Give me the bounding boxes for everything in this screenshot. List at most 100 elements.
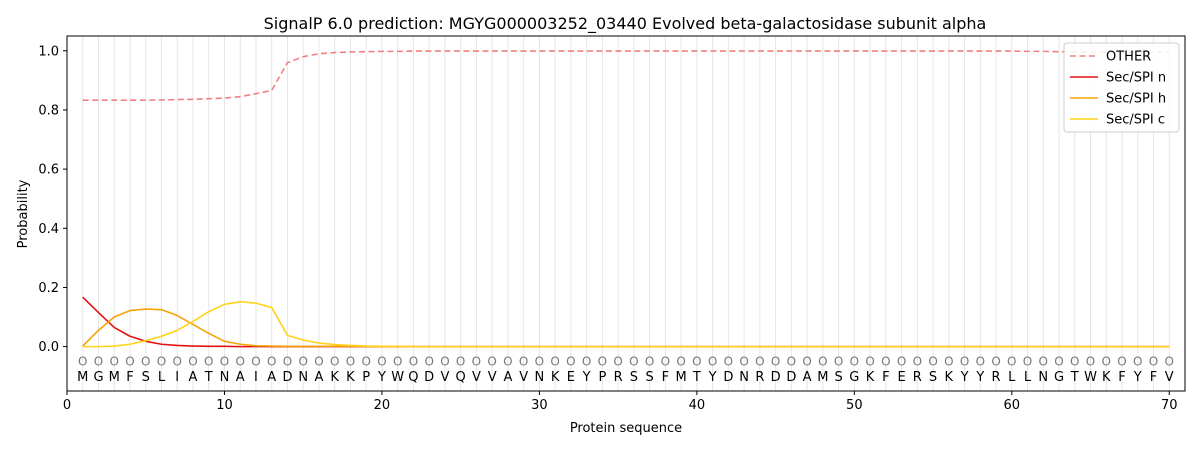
residue-label: N bbox=[1038, 370, 1048, 385]
residue-label: Y bbox=[377, 370, 386, 385]
residue-label: D bbox=[786, 370, 796, 385]
residue-label: A bbox=[503, 370, 512, 385]
residue-label: V bbox=[1165, 370, 1174, 385]
residue-label: R bbox=[913, 370, 922, 385]
predicted-label: O bbox=[519, 354, 528, 368]
predicted-label: O bbox=[361, 354, 370, 368]
y-tick-label: 0.2 bbox=[38, 281, 59, 296]
predicted-label: O bbox=[676, 354, 685, 368]
residue-label: Y bbox=[1133, 370, 1142, 385]
residue-label: V bbox=[519, 370, 528, 385]
y-axis-ticks: 0.0 0.2 0.4 0.6 0.8 1.0 bbox=[38, 44, 67, 355]
predicted-label: O bbox=[865, 354, 874, 368]
predicted-label: O bbox=[802, 354, 811, 368]
predicted-label: O bbox=[1117, 354, 1126, 368]
residue-label: K bbox=[346, 370, 355, 385]
residue-label: M bbox=[676, 370, 687, 385]
residue-label: V bbox=[488, 370, 497, 385]
series-line-other bbox=[82, 50, 1170, 101]
residue-label: T bbox=[204, 370, 213, 385]
predicted-label: O bbox=[78, 354, 87, 368]
residue-label: P bbox=[362, 370, 370, 385]
residue-label: L bbox=[1008, 370, 1016, 385]
residue-label: A bbox=[267, 370, 276, 385]
residue-label: N bbox=[535, 370, 545, 385]
residue-label: T bbox=[692, 370, 701, 385]
predicted-label: O bbox=[188, 354, 197, 368]
predicted-label: O bbox=[787, 354, 796, 368]
residue-label: F bbox=[662, 370, 669, 385]
residue-label: A bbox=[236, 370, 245, 385]
predicted-label: O bbox=[283, 354, 292, 368]
x-tick-label: 0 bbox=[63, 398, 71, 413]
predicted-label: O bbox=[377, 354, 386, 368]
legend: OTHER Sec/SPI n Sec/SPI h Sec/SPI c bbox=[1063, 42, 1180, 133]
residue-label: K bbox=[945, 370, 954, 385]
residue-label: Q bbox=[408, 370, 418, 385]
residue-label: D bbox=[424, 370, 434, 385]
residue-label: Y bbox=[708, 370, 717, 385]
predicted-label: O bbox=[393, 354, 402, 368]
residue-label: D bbox=[771, 370, 781, 385]
predicted-label: O bbox=[535, 354, 544, 368]
residue-label: A bbox=[803, 370, 812, 385]
grid-lines bbox=[82, 36, 1170, 391]
predicted-label: O bbox=[235, 354, 244, 368]
residue-label: R bbox=[614, 370, 623, 385]
series-line-sec-spi-n bbox=[82, 296, 1170, 348]
series-line-sec-spi-h bbox=[82, 308, 1170, 348]
predicted-label: O bbox=[613, 354, 622, 368]
predicted-label: O bbox=[472, 354, 481, 368]
predicted-label: O bbox=[330, 354, 339, 368]
x-tick-label: 60 bbox=[1004, 398, 1021, 413]
residue-label: N bbox=[220, 370, 230, 385]
predicted-label: O bbox=[550, 354, 559, 368]
predicted-label: O bbox=[960, 354, 969, 368]
residue-label: Q bbox=[456, 370, 466, 385]
predicted-label: O bbox=[1070, 354, 1079, 368]
predicted-label: O bbox=[487, 354, 496, 368]
predicted-label: O bbox=[598, 354, 607, 368]
residue-label: I bbox=[175, 370, 179, 385]
predicted-label: O bbox=[440, 354, 449, 368]
residue-label: K bbox=[551, 370, 560, 385]
residue-label: S bbox=[834, 370, 842, 385]
y-tick-label: 0.6 bbox=[38, 163, 59, 178]
x-tick-label: 70 bbox=[1161, 398, 1178, 413]
legend-label: Sec/SPI c bbox=[1106, 113, 1165, 128]
y-tick-label: 0.0 bbox=[38, 340, 59, 355]
predicted-label: O bbox=[976, 354, 985, 368]
predicted-label: O bbox=[692, 354, 701, 368]
predicted-label: O bbox=[1133, 354, 1142, 368]
residue-label: S bbox=[142, 370, 150, 385]
residue-label: Y bbox=[582, 370, 591, 385]
predicted-label: O bbox=[157, 354, 166, 368]
residue-label: F bbox=[126, 370, 133, 385]
y-tick-label: 1.0 bbox=[38, 44, 59, 59]
predicted-label: O bbox=[94, 354, 103, 368]
predicted-label: O bbox=[424, 354, 433, 368]
residue-label: G bbox=[849, 370, 859, 385]
predicted-label: O bbox=[566, 354, 575, 368]
residue-label: F bbox=[1150, 370, 1157, 385]
residue-label: P bbox=[598, 370, 606, 385]
predicted-label: O bbox=[708, 354, 717, 368]
x-tick-label: 50 bbox=[846, 398, 863, 413]
predicted-label: O bbox=[944, 354, 953, 368]
x-tick-label: 30 bbox=[531, 398, 548, 413]
x-tick-label: 10 bbox=[216, 398, 233, 413]
predicted-label: O bbox=[141, 354, 150, 368]
residue-label: R bbox=[992, 370, 1001, 385]
legend-label: OTHER bbox=[1106, 50, 1151, 65]
predicted-label: O bbox=[1102, 354, 1111, 368]
residue-label: N bbox=[298, 370, 308, 385]
predicted-label: O bbox=[1054, 354, 1063, 368]
y-tick-label: 0.4 bbox=[38, 222, 59, 237]
residue-label: F bbox=[1118, 370, 1125, 385]
predicted-label: O bbox=[645, 354, 654, 368]
predicted-label: O bbox=[724, 354, 733, 368]
residue-label: G bbox=[1054, 370, 1064, 385]
residue-label: N bbox=[739, 370, 749, 385]
predicted-label: O bbox=[298, 354, 307, 368]
predicted-label: O bbox=[913, 354, 922, 368]
